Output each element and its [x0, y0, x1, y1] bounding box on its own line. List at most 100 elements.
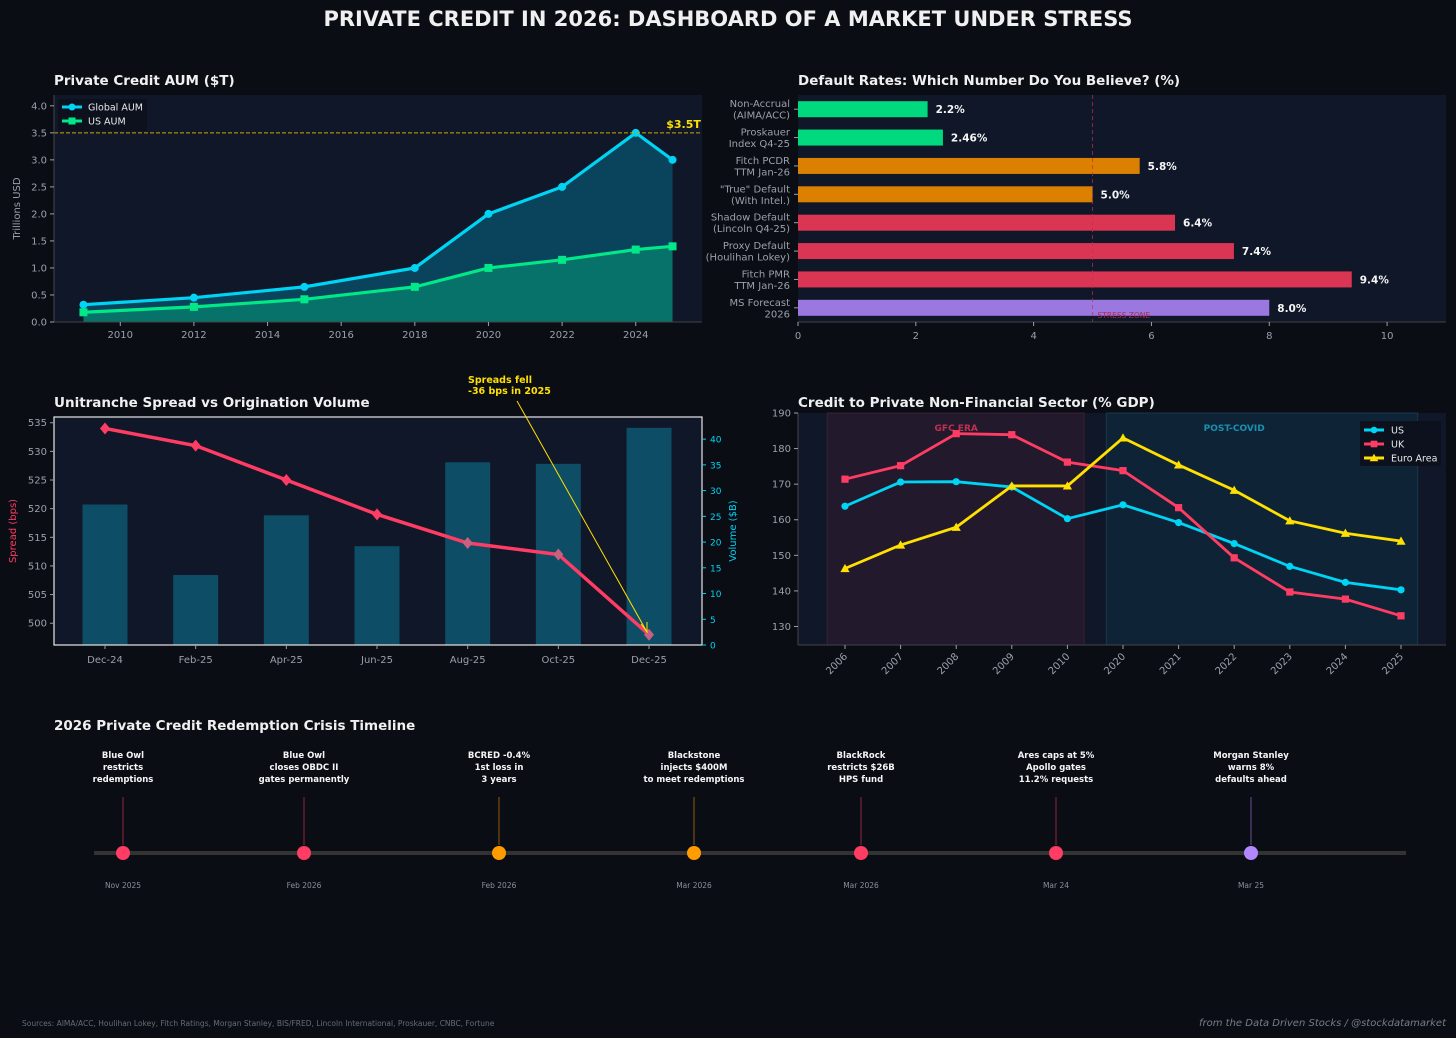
event-label: warns 8% [1228, 763, 1275, 773]
x-tick-label: Apr-25 [270, 655, 303, 666]
event-label: redemptions [93, 775, 154, 785]
annotation-line1: Spreads fell [468, 375, 532, 386]
category-label: Fitch PCDR [736, 156, 790, 167]
sources-note: Sources: AIMA/ACC, Houlihan Lokey, Fitch… [22, 1019, 495, 1028]
data-point [1341, 578, 1349, 586]
data-point [79, 308, 88, 317]
data-point [1174, 460, 1184, 469]
timeline-event: Blackstone injects $400M to meet redemptio… [644, 751, 745, 890]
event-date: Mar 25 [1238, 881, 1264, 890]
category-label: Fitch PMR [742, 269, 790, 280]
y-tick-label: 0.0 [31, 318, 47, 329]
y-tick-label: 515 [28, 533, 47, 544]
data-point [1008, 431, 1016, 439]
default-rates-chart: 2.2% Non-Accrual(AIMA/ACC) 2.46% ProskauerI… [706, 95, 1446, 342]
reference-label: $3.5T [666, 118, 701, 131]
x-tick-label: Feb-25 [179, 655, 213, 666]
x-tick-label: 2018 [402, 330, 427, 341]
y-axis-label: Spread (bps) [8, 499, 19, 563]
x-tick-label: 2020 [476, 330, 501, 341]
data-point [668, 242, 677, 251]
data-point [300, 295, 309, 304]
event-marker [854, 846, 868, 860]
y-tick-label: 130 [772, 622, 791, 633]
data-point [951, 522, 961, 531]
volume-bar [82, 504, 128, 645]
data-point [1230, 539, 1238, 548]
data-point [1062, 481, 1072, 490]
data-point [1230, 554, 1238, 562]
data-point [1229, 485, 1239, 494]
data-point [1118, 433, 1128, 442]
data-point [484, 263, 493, 272]
legend-marker [1369, 453, 1379, 462]
data-point [1063, 515, 1071, 523]
event-label: gates permanently [259, 775, 350, 785]
event-date: Nov 2025 [105, 881, 141, 890]
legend-marker [68, 103, 76, 111]
category-label: (With Intel.) [731, 196, 790, 207]
data-point [952, 430, 960, 438]
event-label: Ares caps at 5% [1018, 751, 1095, 761]
data-point [1340, 528, 1350, 537]
data-point [1397, 586, 1405, 594]
category-label: TTM Jan-26 [733, 167, 790, 178]
legend-marker [1370, 440, 1378, 448]
bar [798, 101, 928, 118]
data-point [1119, 467, 1127, 475]
event-label: Blue Owl [283, 751, 325, 761]
event-label: BCRED -0.4% [468, 751, 531, 761]
data-point [1286, 588, 1294, 596]
legend-label: UK [1391, 440, 1405, 451]
event-label: 11.2% requests [1019, 775, 1094, 785]
arrow-head [640, 622, 648, 634]
data-point [631, 245, 640, 254]
event-label: 1st loss in [475, 763, 524, 773]
bar-value-label: 5.8% [1148, 161, 1178, 173]
event-marker [116, 846, 130, 860]
event-label: Blue Owl [102, 751, 144, 761]
data-point [558, 255, 567, 264]
y-tick-label: 160 [772, 515, 791, 526]
legend-marker [68, 117, 76, 125]
bar [798, 129, 943, 146]
data-point [631, 128, 640, 137]
event-date: Feb 2026 [482, 881, 517, 890]
bar-value-label: 6.4% [1183, 218, 1213, 230]
y-tick-label: 1.0 [31, 263, 47, 274]
event-marker [1049, 846, 1063, 860]
timeline-event: Blue Owl restricts redemptions Nov 2025 [93, 751, 154, 890]
y2-axis-label: Volume ($B) [728, 500, 739, 561]
y-tick-label: 530 [28, 447, 47, 458]
category-label: (Lincoln Q4-25) [713, 224, 790, 235]
x-tick-label: 8 [1266, 331, 1272, 342]
volume-bar [263, 515, 309, 645]
stress-zone-label: STRESS ZONE [1098, 311, 1151, 320]
event-label: BlackRock [837, 751, 886, 761]
y-tick-label: 180 [772, 444, 791, 455]
y-tick-label: 2.5 [31, 182, 47, 193]
y-tick-label: 140 [772, 586, 791, 597]
volume-bar [173, 575, 219, 645]
x-tick-label: 4 [1030, 331, 1036, 342]
credit-note: from the Data Driven Stocks / @stockdata… [1199, 1018, 1447, 1029]
data-point [668, 155, 677, 164]
data-point [1175, 518, 1183, 527]
data-point [1396, 536, 1406, 545]
category-label: "True" Default [720, 184, 790, 195]
bar-value-label: 8.0% [1277, 303, 1307, 315]
volume-bar [354, 546, 400, 645]
category-label: 2026 [765, 309, 790, 320]
category-label: TTM Jan-26 [733, 281, 790, 292]
legend-label: US [1391, 426, 1404, 437]
timeline-title: 2026 Private Credit Redemption Crisis Ti… [54, 718, 415, 734]
data-point [410, 263, 419, 272]
y-tick-label: 170 [772, 480, 791, 491]
timeline-event: BCRED -0.4% 1st loss in 3 years Feb 2026 [468, 751, 531, 890]
category-label: Proxy Default [723, 241, 790, 252]
legend: US UK Euro Area [1360, 421, 1441, 466]
event-label: restricts $26B [827, 763, 895, 773]
data-point [897, 462, 905, 470]
